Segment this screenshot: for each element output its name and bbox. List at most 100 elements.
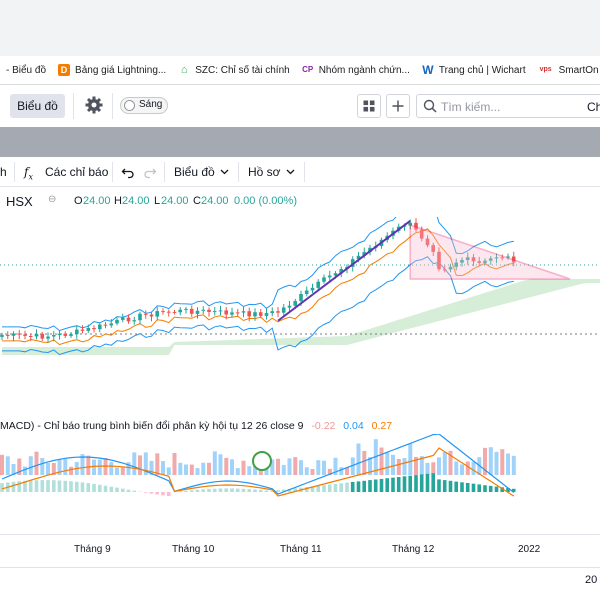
- time-tick: 2022: [518, 544, 541, 555]
- time-tick: Tháng 10: [172, 544, 215, 555]
- volume-bar: [17, 458, 22, 475]
- macd-histogram-bar: [488, 485, 493, 492]
- macd-histogram-bar: [396, 477, 401, 492]
- macd-title: MACD) - Chỉ báo trung bình biến đổi phân…: [0, 420, 304, 432]
- search-placeholder: Tìm kiếm...: [441, 100, 501, 114]
- toggle-label: Sáng: [139, 99, 163, 110]
- volume-bar: [316, 460, 321, 475]
- candle-body: [488, 258, 493, 261]
- add-icon[interactable]: [386, 94, 410, 118]
- volume-bar: [500, 449, 505, 475]
- volume-bar: [126, 462, 131, 475]
- macd-histogram-bar: [195, 489, 200, 492]
- macd-histogram-bar: [494, 486, 499, 492]
- candle-body: [322, 277, 326, 282]
- macd-histogram-bar: [92, 483, 96, 492]
- indicators-button[interactable]: Các chỉ báo: [45, 165, 109, 179]
- candle-body: [287, 305, 292, 308]
- candle-body: [109, 323, 114, 326]
- candle-body: [178, 309, 182, 313]
- macd-histogram-bar: [178, 491, 182, 492]
- macd-histogram-bar: [454, 481, 458, 492]
- layout-button[interactable]: Biểu đồ: [174, 165, 215, 179]
- candle-body: [414, 222, 418, 230]
- macd-histogram-bar: [143, 492, 148, 493]
- toolbar-divider: [112, 162, 113, 182]
- macd-legend: MACD) - Chỉ báo trung bình biến đổi phân…: [0, 420, 392, 432]
- profile-button[interactable]: Hồ sơ: [248, 165, 281, 179]
- candle-body: [17, 333, 21, 335]
- volume-bar: [345, 467, 349, 475]
- layout-grid-icon[interactable]: [357, 94, 381, 118]
- macd-histogram-bar: [63, 480, 68, 492]
- volume-bar: [362, 450, 367, 475]
- macd-histogram-bar: [149, 492, 154, 494]
- collapse-icon[interactable]: ⊖: [48, 194, 57, 205]
- candle-body: [201, 309, 205, 311]
- macd-histogram-bar: [52, 480, 56, 492]
- bookmark-wichart[interactable]: W Trang chủ | Wichart: [422, 64, 525, 76]
- undo-icon[interactable]: [121, 165, 135, 179]
- volume-bar: [448, 450, 453, 475]
- time-tick: Tháng 9: [74, 544, 111, 555]
- macd-histogram-bar: [75, 481, 79, 492]
- chart-button[interactable]: Biểu đồ: [10, 94, 65, 118]
- macd-histogram-bar: [184, 490, 188, 492]
- bookmark-smarton[interactable]: vps SmartOn: [538, 64, 599, 76]
- candle-body: [69, 334, 73, 336]
- volume-bar: [184, 464, 188, 475]
- volume-bar: [166, 467, 171, 475]
- macd-hist-value: -0.22: [311, 420, 336, 432]
- candle-body: [98, 324, 102, 330]
- macd-histogram-bar: [155, 492, 159, 495]
- macd-histogram-bar: [477, 484, 481, 492]
- volume-bar: [120, 466, 125, 475]
- toolbar-divider: [238, 162, 239, 182]
- interval-button[interactable]: h: [0, 165, 7, 179]
- macd-histogram-bar: [460, 482, 464, 492]
- chart-toolbar: h fx Các chỉ báo Biểu đồ Hồ sơ: [0, 157, 600, 187]
- volume-bar: [201, 462, 206, 475]
- candle-body: [511, 256, 516, 263]
- volume-bar: [276, 458, 280, 475]
- volume-bar: [11, 464, 16, 475]
- theme-toggle[interactable]: Sáng: [120, 97, 168, 114]
- volume-bar: [339, 467, 344, 475]
- volume-bar: [414, 456, 418, 475]
- volume-bar: [230, 459, 234, 475]
- volume-bar: [23, 466, 27, 475]
- candle-body: [86, 328, 91, 331]
- low-value: 24.00: [161, 195, 189, 207]
- candle-body: [115, 319, 119, 324]
- bookmark-nhomnganh[interactable]: CP Nhóm ngành chứn...: [302, 64, 410, 76]
- bookmark-szc[interactable]: ⌂ SZC: Chỉ số tài chính: [178, 64, 290, 76]
- macd-histogram-bar: [362, 480, 366, 493]
- candle-body: [166, 311, 171, 313]
- macd-histogram-bar: [80, 482, 85, 492]
- gear-icon[interactable]: [84, 95, 104, 115]
- bookmarks-divider: [0, 84, 600, 85]
- candle-body: [327, 275, 332, 278]
- macd-chart[interactable]: [0, 434, 600, 534]
- macd-signal-value: 0.27: [371, 420, 393, 432]
- volume-bar: [207, 462, 211, 475]
- search-input[interactable]: Tìm kiếm... Ch: [416, 94, 600, 118]
- candle-body: [350, 259, 355, 267]
- macd-histogram-bar: [258, 490, 263, 492]
- bookmark-bieudo[interactable]: - Biểu đồ: [6, 65, 46, 76]
- candle-body: [195, 310, 200, 314]
- macd-histogram-bar: [247, 489, 251, 492]
- candle-body: [143, 313, 148, 315]
- macd-histogram-bar: [0, 483, 4, 492]
- bookmark-lightning[interactable]: D Bảng giá Lightning...: [58, 64, 166, 76]
- macd-histogram-bar: [264, 490, 269, 492]
- volume-bar: [299, 460, 303, 475]
- candle-body: [460, 259, 464, 263]
- macd-histogram-bar: [385, 478, 389, 492]
- toolbar-divider: [304, 162, 305, 182]
- redo-icon[interactable]: [143, 165, 157, 179]
- bottom-bar: 20: [0, 567, 600, 600]
- exchange-label: HSX: [6, 194, 33, 209]
- price-chart[interactable]: [0, 217, 600, 477]
- indicators-icon: fx: [24, 165, 33, 182]
